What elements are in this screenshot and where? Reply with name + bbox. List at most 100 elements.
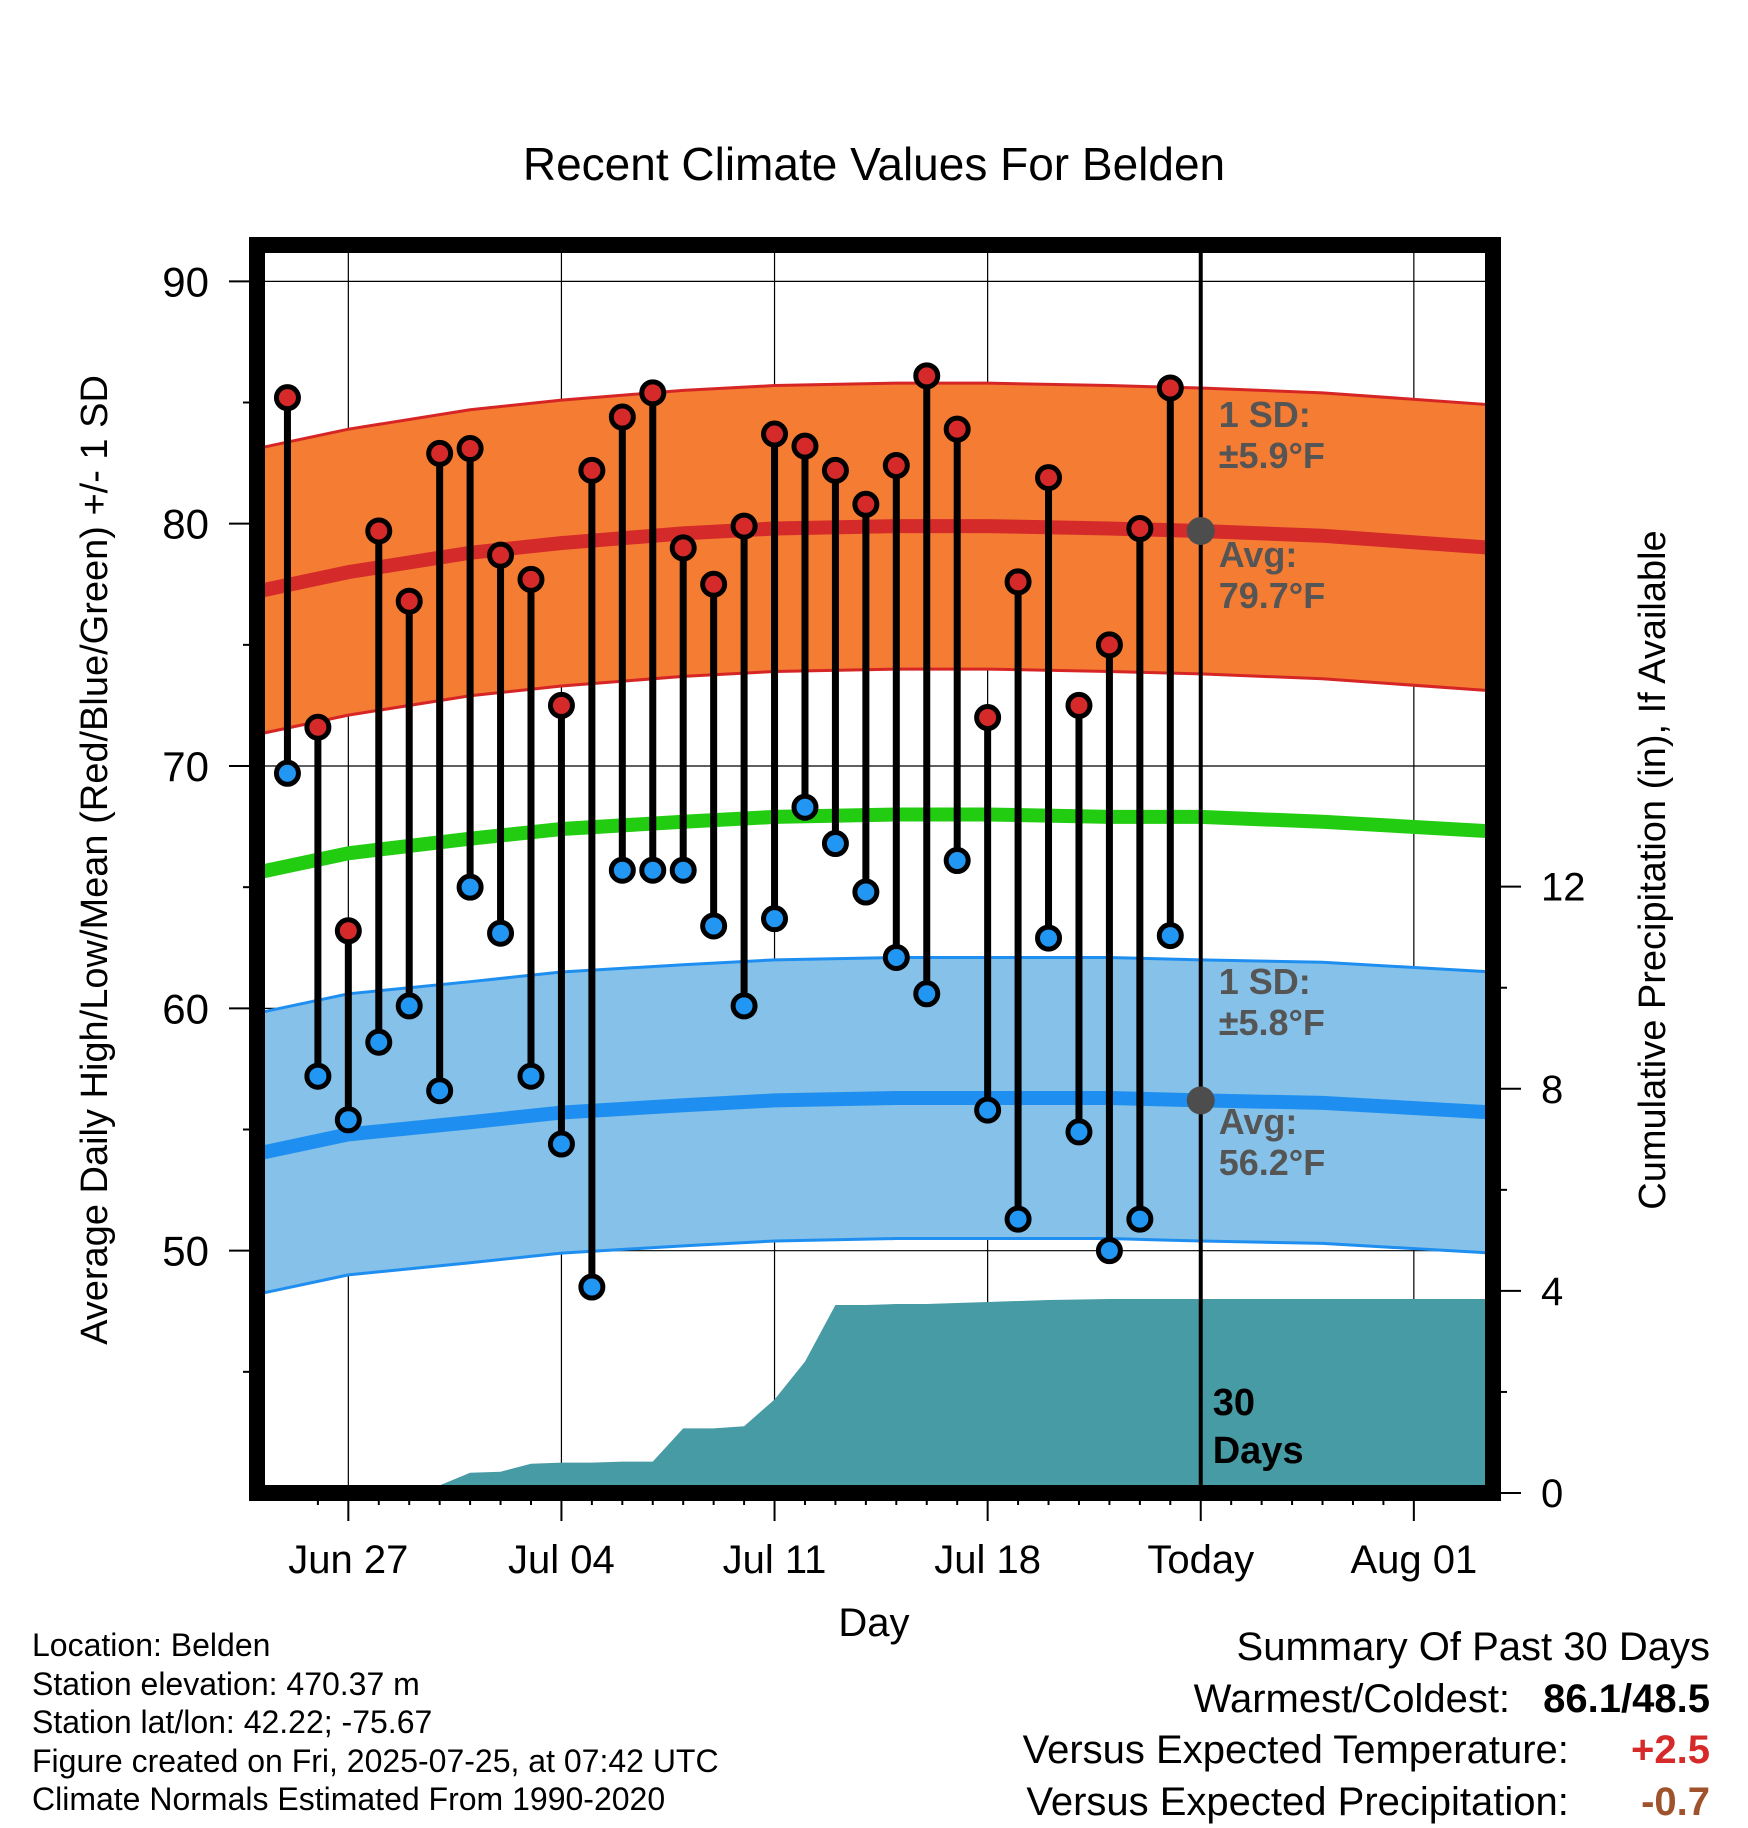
- today-avg-low-marker: [1186, 1086, 1215, 1115]
- daily-low-dot: [1035, 924, 1063, 952]
- x-tick-label: Jun 27: [288, 1538, 408, 1582]
- high-sd-band: [257, 383, 1493, 735]
- today-days-label-line1: 30: [1213, 1382, 1255, 1424]
- low-avg-value: 56.2°F: [1219, 1142, 1325, 1183]
- y-left-tick-label: 80: [162, 501, 209, 548]
- avg-low-line: [255, 1091, 1494, 1161]
- x-tick-label: Jul 11: [723, 1538, 827, 1582]
- daily-high-dot: [730, 512, 758, 540]
- daily-high-dot: [1095, 631, 1123, 659]
- daily-high-dot: [791, 432, 819, 460]
- daily-low-dot: [517, 1062, 545, 1090]
- high-avg-label: Avg:: [1219, 534, 1298, 575]
- chart-title: Recent Climate Values For Belden: [523, 138, 1225, 190]
- daily-high-dot: [426, 439, 454, 467]
- daily-high-dot: [487, 541, 515, 569]
- daily-high-dot: [456, 435, 484, 463]
- low-avg-label: Avg:: [1219, 1101, 1298, 1142]
- elevation-text: Station elevation: 470.37 m: [32, 1665, 420, 1702]
- daily-low-dot: [1065, 1118, 1093, 1146]
- daily-high-dot: [578, 456, 606, 484]
- daily-low-dot: [304, 1062, 332, 1090]
- daily-high-dot: [1156, 374, 1184, 402]
- warmest-coldest-row: Warmest/Coldest: 86.1/48.5: [1194, 1677, 1710, 1722]
- latlon-text: Station lat/lon: 42.22; -75.67: [32, 1704, 433, 1740]
- daily-high-dot: [517, 565, 545, 593]
- daily-low-dot: [578, 1273, 606, 1301]
- daily-high-dot: [1126, 515, 1154, 543]
- today-days-label-line2: Days: [1213, 1430, 1304, 1472]
- x-tick-label: Jul 18: [934, 1538, 1041, 1582]
- daily-high-dot: [700, 570, 728, 598]
- daily-low-dot: [547, 1130, 575, 1158]
- temp-anomaly-value: +2.5: [1631, 1728, 1710, 1772]
- precip-anomaly-value: -0.7: [1641, 1780, 1710, 1824]
- daily-high-dot: [1004, 568, 1032, 596]
- location-text: Location: Belden: [32, 1627, 271, 1663]
- daily-high-dot: [334, 917, 362, 945]
- warmest-coldest-label: Warmest/Coldest:: [1193, 1677, 1511, 1721]
- daily-low-dot: [456, 873, 484, 901]
- y-right-tick-label: 0: [1541, 1472, 1563, 1516]
- daily-low-dot: [1126, 1205, 1154, 1233]
- daily-low-dot: [273, 759, 301, 787]
- daily-low-dot: [334, 1106, 362, 1134]
- daily-high-dot: [304, 713, 332, 741]
- high-sd-upper-edge: [256, 381, 1494, 451]
- daily-low-dot: [608, 856, 636, 884]
- y-left-tick-label: 60: [162, 985, 209, 1032]
- daily-high-dot: [1035, 464, 1063, 492]
- daily-high-dot: [365, 517, 393, 545]
- daily-high-dot: [639, 379, 667, 407]
- daily-high-dot: [1065, 691, 1093, 719]
- y-left-tick-label: 50: [162, 1228, 209, 1275]
- summary-heading: Summary Of Past 30 Days: [1236, 1625, 1710, 1669]
- created-text: Figure created on Fri, 2025-07-25, at 07…: [32, 1742, 719, 1779]
- x-tick-label: Aug 01: [1350, 1538, 1477, 1582]
- today-avg-high-marker: [1186, 516, 1215, 545]
- high-sd-label: 1 SD:: [1219, 394, 1311, 435]
- x-tick-label: Jul 04: [508, 1538, 615, 1582]
- daily-low-dot: [913, 980, 941, 1008]
- y-right-tick-label: 4: [1541, 1270, 1563, 1314]
- daily-low-dot: [639, 856, 667, 884]
- daily-high-dot: [974, 704, 1002, 732]
- daily-low-dot: [730, 992, 758, 1020]
- daily-high-dot: [761, 420, 789, 448]
- high-sd-value: ±5.9°F: [1219, 435, 1325, 476]
- daily-low-dot: [1095, 1237, 1123, 1265]
- x-axis-label: Day: [838, 1601, 909, 1645]
- daily-low-dot: [395, 992, 423, 1020]
- daily-low-dot: [700, 912, 728, 940]
- y-left-tick-label: 70: [162, 743, 209, 790]
- daily-high-dot: [943, 415, 971, 443]
- normals-source-text: Climate Normals Estimated From 1990-2020: [32, 1781, 666, 1817]
- x-tick-label: Today: [1147, 1538, 1254, 1582]
- plot-frame: [249, 237, 1501, 1501]
- precipitation-area: [257, 1298, 1493, 1493]
- daily-low-dot: [882, 943, 910, 971]
- y-axis-right-label: Cumulative Precipitation (in), If Availa…: [1632, 530, 1674, 1209]
- daily-low-dot: [487, 919, 515, 947]
- daily-low-dot: [1156, 922, 1184, 950]
- daily-low-dot: [852, 878, 880, 906]
- y-left-tick-label: 90: [162, 258, 209, 305]
- daily-high-dot: [395, 587, 423, 615]
- station-info: Location: Belden Station elevation: 470.…: [32, 1626, 719, 1819]
- daily-low-dot: [1004, 1205, 1032, 1233]
- daily-high-dot: [608, 403, 636, 431]
- daily-low-dot: [365, 1028, 393, 1056]
- daily-low-dot: [791, 793, 819, 821]
- high-avg-value: 79.7°F: [1219, 575, 1325, 616]
- daily-high-dot: [882, 452, 910, 480]
- daily-high-dot: [547, 691, 575, 719]
- daily-high-dot: [669, 534, 697, 562]
- low-sd-value: ±5.8°F: [1219, 1002, 1325, 1043]
- daily-low-dot: [761, 905, 789, 933]
- daily-low-dot: [669, 856, 697, 884]
- low-sd-upper-edge: [256, 955, 1494, 1015]
- daily-high-dot: [821, 456, 849, 484]
- daily-low-dot: [426, 1077, 454, 1105]
- temp-anomaly-row: Versus Expected Temperature: +2.5: [1023, 1728, 1710, 1773]
